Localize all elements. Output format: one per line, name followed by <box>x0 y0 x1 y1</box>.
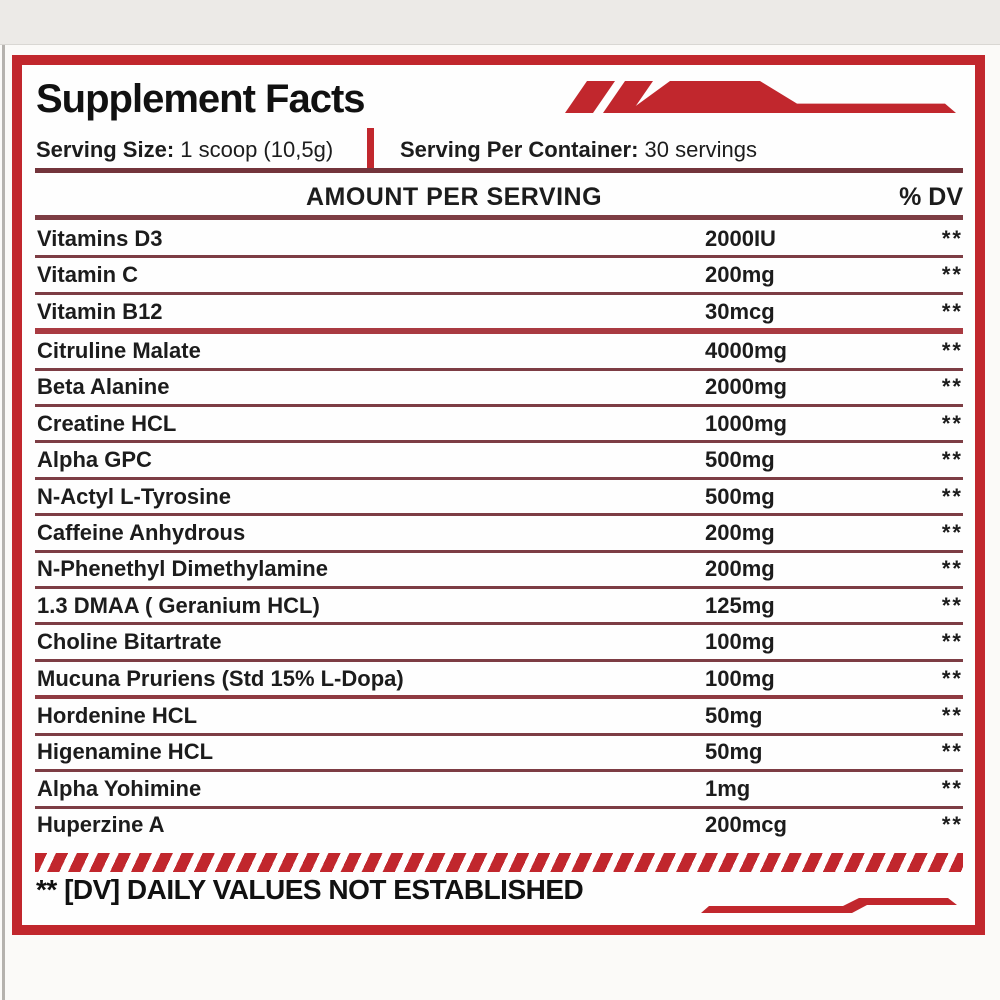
page-title: Supplement Facts <box>36 77 366 121</box>
divider-below-serving <box>35 168 963 173</box>
daily-values-footnote: ** [DV] DAILY VALUES NOT ESTABLISHED <box>36 874 584 905</box>
ingredient-dv: ** <box>941 629 963 655</box>
ingredient-name: Citruline Malate <box>37 337 201 363</box>
photo-background-top-band <box>0 0 1000 45</box>
ingredient-name: Alpha GPC <box>37 447 152 473</box>
ingredient-dv: ** <box>941 702 963 728</box>
ingredient-name: Hordenine HCL <box>37 702 198 728</box>
ingredient-dv: ** <box>941 592 963 618</box>
ingredient-amount: 200mcg <box>705 812 787 838</box>
serving-per-container: Serving Per Container: 30 servings <box>400 137 757 163</box>
hatched-stripe-divider <box>35 853 963 872</box>
ingredient-dv: ** <box>941 410 963 436</box>
ingredient-dv: ** <box>941 374 963 400</box>
ingredient-name: 1.3 DMAA ( Geranium HCL) <box>37 592 320 618</box>
table-row: Alpha Yohimine 1mg ** <box>35 772 963 809</box>
ingredient-name: Vitamin C <box>37 262 139 288</box>
ingredient-name: Vitamin B12 <box>37 298 163 324</box>
ingredient-dv: ** <box>941 556 963 582</box>
ingredient-dv: ** <box>941 447 963 473</box>
table-row: Hordenine HCL 50mg ** <box>35 699 963 736</box>
table-row: Mucuna Pruriens (Std 15% L-Dopa) 100mg ** <box>35 662 963 700</box>
ingredient-amount: 500mg <box>705 483 775 509</box>
serving-divider-bar <box>367 128 374 171</box>
photo-edge-line <box>2 45 5 1000</box>
ingredient-dv: ** <box>941 812 963 838</box>
table-row: Creatine HCL 1000mg ** <box>35 407 963 444</box>
ingredient-name: Beta Alanine <box>37 374 170 400</box>
ingredient-dv: ** <box>941 519 963 545</box>
serving-info-row: Serving Size: 1 scoop (10,5g) Serving Pe… <box>36 128 963 171</box>
red-slash-decoration-top <box>565 81 956 113</box>
ingredient-amount: 125mg <box>705 592 775 618</box>
ingredient-dv: ** <box>941 665 963 691</box>
table-row: 1.3 DMAA ( Geranium HCL) 125mg ** <box>35 589 963 626</box>
ingredient-table: Vitamins D3 2000IU ** Vitamin C 200mg ** Vitam… <box>35 222 963 842</box>
ingredient-amount: 1mg <box>705 775 751 801</box>
ingredient-dv: ** <box>941 225 963 251</box>
ingredient-dv: ** <box>941 337 963 363</box>
table-row: Citruline Malate 4000mg ** <box>35 334 963 371</box>
percent-dv-header: % DV <box>899 182 963 211</box>
ingredient-amount: 30mcg <box>705 298 775 324</box>
ingredient-name: Huperzine A <box>37 812 165 838</box>
ingredient-name: Mucuna Pruriens (Std 15% L-Dopa) <box>37 665 404 691</box>
serving-size: Serving Size: 1 scoop (10,5g) <box>36 137 333 163</box>
serving-container-value: 30 servings <box>638 137 758 162</box>
ingredient-amount: 200mg <box>705 519 775 545</box>
ingredient-amount: 50mg <box>705 739 763 765</box>
amount-per-serving-header: AMOUNT PER SERVING <box>305 182 603 211</box>
table-row: N-Actyl L-Tyrosine 500mg ** <box>35 480 963 517</box>
ingredient-amount: 50mg <box>705 702 763 728</box>
table-row: Huperzine A 200mcg ** <box>35 809 963 842</box>
ingredient-name: Creatine HCL <box>37 410 177 436</box>
table-row: Beta Alanine 2000mg ** <box>35 371 963 408</box>
ingredient-amount: 200mg <box>705 556 775 582</box>
table-row: Caffeine Anhydrous 200mg ** <box>35 516 963 553</box>
table-row: Choline Bitartrate 100mg ** <box>35 625 963 662</box>
serving-container-label: Serving Per Container: <box>400 137 639 162</box>
ingredient-name: Higenamine HCL <box>37 739 214 765</box>
ingredient-dv: ** <box>941 298 963 324</box>
ingredient-amount: 1000mg <box>705 410 787 436</box>
ingredient-name: Caffeine Anhydrous <box>37 519 246 545</box>
red-zigzag-decoration-bottom <box>701 898 957 913</box>
ingredient-dv: ** <box>941 775 963 801</box>
ingredient-amount: 100mg <box>705 629 775 655</box>
ingredient-amount: 4000mg <box>705 337 787 363</box>
ingredient-dv: ** <box>941 483 963 509</box>
supplement-facts-panel: Supplement Facts Serving Size: 1 scoop (… <box>12 55 985 935</box>
table-header-row: AMOUNT PER SERVING % DV <box>35 179 963 215</box>
ingredient-amount: 2000IU <box>705 225 776 251</box>
ingredient-name: Vitamins D3 <box>37 225 163 251</box>
table-row: Vitamin B12 30mcg ** <box>35 295 963 335</box>
ingredient-name: Alpha Yohimine <box>37 775 202 801</box>
serving-size-value: 1 scoop (10,5g) <box>174 137 334 162</box>
table-row: N-Phenethyl Dimethylamine 200mg ** <box>35 553 963 590</box>
ingredient-name: Choline Bitartrate <box>37 629 222 655</box>
divider-below-header <box>35 215 963 220</box>
ingredient-dv: ** <box>941 262 963 288</box>
ingredient-amount: 500mg <box>705 447 775 473</box>
serving-size-label: Serving Size: <box>36 137 175 162</box>
ingredient-amount: 100mg <box>705 665 775 691</box>
table-row: Vitamin C 200mg ** <box>35 258 963 295</box>
ingredient-dv: ** <box>941 739 963 765</box>
table-row: Vitamins D3 2000IU ** <box>35 222 963 259</box>
table-row: Higenamine HCL 50mg ** <box>35 736 963 773</box>
ingredient-name: N-Actyl L-Tyrosine <box>37 483 231 509</box>
ingredient-amount: 200mg <box>705 262 775 288</box>
ingredient-name: N-Phenethyl Dimethylamine <box>37 556 328 582</box>
table-row: Alpha GPC 500mg ** <box>35 443 963 480</box>
ingredient-amount: 2000mg <box>705 374 787 400</box>
